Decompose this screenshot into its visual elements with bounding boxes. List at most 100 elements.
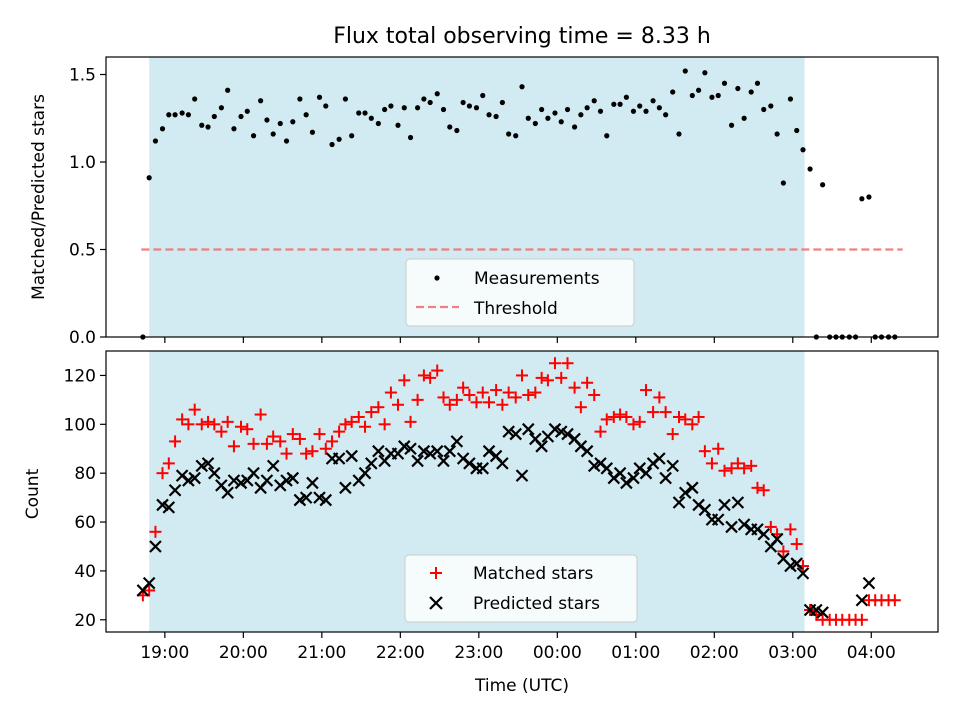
measurement-point bbox=[258, 98, 264, 104]
measurement-point bbox=[211, 113, 217, 120]
predicted-stars-point bbox=[443, 444, 457, 458]
matched-stars-point bbox=[182, 418, 195, 431]
predicted-stars-point bbox=[711, 513, 725, 526]
y-tick-label: 60 bbox=[74, 513, 96, 533]
measurement-point bbox=[709, 94, 715, 100]
predicted-stars-point bbox=[339, 481, 352, 495]
measurement-point bbox=[342, 96, 348, 102]
predicted-stars-point bbox=[476, 462, 490, 475]
predicted-stars-point bbox=[672, 496, 686, 509]
top-axes-frame bbox=[105, 56, 939, 338]
measurement-point bbox=[473, 105, 480, 111]
matched-stars-point bbox=[457, 381, 470, 394]
measurement-point bbox=[866, 194, 872, 200]
predicted-stars-point bbox=[522, 422, 535, 436]
matched-stars-point bbox=[640, 384, 653, 397]
predicted-stars-point bbox=[816, 606, 829, 619]
predicted-stars-point bbox=[247, 466, 260, 480]
measurement-point bbox=[172, 112, 178, 118]
matched-stars-point bbox=[450, 393, 463, 406]
predicted-stars-point bbox=[482, 444, 496, 458]
matched-stars-point bbox=[490, 384, 503, 397]
predicted-stars-point bbox=[639, 466, 653, 480]
measurement-point bbox=[761, 106, 767, 113]
predicted-stars-point bbox=[686, 481, 699, 495]
matched-stars-point bbox=[627, 418, 640, 431]
measurement-point bbox=[670, 89, 676, 95]
predicted-stars-point bbox=[678, 486, 692, 499]
measurement-point bbox=[617, 101, 623, 107]
measurement-point bbox=[480, 92, 486, 99]
top-y-axis: 0.0 0.5 1.0 1.5 bbox=[69, 66, 106, 348]
predicted-stars-point bbox=[757, 527, 771, 541]
predicted-stars-point bbox=[162, 501, 176, 514]
matched-stars-point bbox=[757, 484, 770, 497]
predicted-stars-point bbox=[142, 576, 156, 590]
measurement-point bbox=[218, 105, 224, 111]
matched-stars-point bbox=[391, 398, 404, 411]
matched-stars-point bbox=[352, 410, 365, 423]
predicted-stars-point bbox=[450, 435, 464, 448]
measurement-point bbox=[250, 133, 257, 139]
measurement-point bbox=[663, 112, 669, 118]
measurement-point bbox=[623, 94, 629, 100]
predicted-stars-point bbox=[502, 425, 515, 438]
predicted-stars-point bbox=[437, 454, 450, 468]
measurement-point bbox=[584, 105, 590, 111]
matched-stars-point bbox=[692, 410, 705, 423]
x-axis-label: Time (UTC) bbox=[474, 676, 569, 696]
measurement-point bbox=[427, 99, 433, 106]
x-tick-label: 02:00 bbox=[690, 643, 739, 663]
predicted-stars-point bbox=[855, 593, 869, 607]
measurement-point bbox=[597, 108, 604, 114]
matched-stars-point bbox=[764, 520, 777, 533]
measurement-point bbox=[656, 105, 662, 111]
predicted-stars-point bbox=[770, 532, 784, 546]
measurement-point bbox=[329, 141, 335, 148]
matched-stars-point bbox=[398, 374, 411, 387]
predicted-stars-point bbox=[423, 447, 437, 460]
matched-stars-point bbox=[384, 386, 397, 399]
bottom-plot-marks bbox=[136, 357, 901, 626]
measurement-point bbox=[225, 87, 231, 93]
x-tick-label: 23:00 bbox=[454, 643, 503, 663]
predicted-stars-point bbox=[666, 459, 679, 473]
measurement-point bbox=[401, 105, 407, 111]
matched-stars-point bbox=[568, 381, 581, 394]
predicted-stars-point bbox=[515, 469, 529, 482]
predicted-stars-point bbox=[260, 474, 274, 487]
predicted-stars-point bbox=[299, 491, 313, 504]
matched-stars-point bbox=[686, 418, 699, 431]
measurement-point bbox=[754, 80, 761, 86]
measurement-point bbox=[564, 106, 571, 113]
matched-stars-point bbox=[411, 393, 424, 406]
matched-stars-point bbox=[600, 413, 613, 426]
matched-stars-point bbox=[659, 406, 672, 419]
predicted-stars-point bbox=[149, 540, 162, 553]
measurement-point bbox=[375, 120, 381, 127]
measurement-point bbox=[336, 136, 342, 142]
measurement-point bbox=[513, 133, 519, 139]
predicted-stars-point bbox=[365, 457, 378, 470]
predicted-stars-point bbox=[221, 486, 234, 499]
matched-stars-point bbox=[496, 398, 509, 411]
predicted-stars-point bbox=[737, 518, 751, 531]
matched-stars-point bbox=[502, 386, 515, 399]
x-tick-label: 20:00 bbox=[219, 643, 268, 663]
matched-stars-point bbox=[666, 428, 679, 441]
measurement-point bbox=[702, 70, 708, 76]
measurement-point bbox=[303, 112, 309, 118]
measurement-point bbox=[800, 147, 806, 153]
measurement-point bbox=[780, 180, 786, 186]
y-tick-label: 120 bbox=[64, 366, 96, 386]
x-tick-label: 00:00 bbox=[533, 643, 582, 663]
measurement-point bbox=[166, 112, 172, 118]
measurement-point bbox=[728, 122, 735, 128]
matched-stars-point bbox=[588, 388, 601, 401]
measurement-point bbox=[421, 96, 427, 102]
measurement-point bbox=[349, 133, 355, 139]
predicted-stars-point bbox=[653, 452, 666, 465]
matched-stars-point bbox=[483, 396, 496, 409]
predicted-stars-point bbox=[725, 520, 738, 534]
matched-stars-point bbox=[247, 437, 260, 450]
